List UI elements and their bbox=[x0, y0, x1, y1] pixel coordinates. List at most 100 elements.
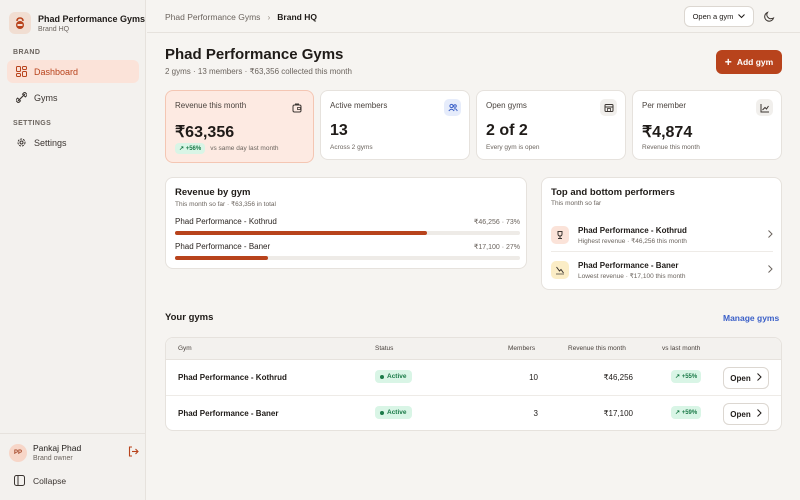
gym-name: Phad Performance - Baner bbox=[175, 242, 271, 251]
revenue-bar-row: Phad Performance - Kothrud ₹46,256 · 73% bbox=[175, 217, 520, 235]
breadcrumb-current: Brand HQ bbox=[277, 12, 317, 22]
column-header: Status bbox=[375, 345, 394, 352]
store-icon bbox=[600, 99, 617, 116]
users-icon bbox=[444, 99, 461, 116]
revenue-bar-row: Phad Performance - Baner ₹17,100 · 27% bbox=[175, 242, 520, 260]
add-gym-button[interactable]: + Add gym bbox=[716, 50, 782, 74]
stat-card-members: Active members 13 Across 2 gyms bbox=[320, 90, 470, 160]
collapse-label: Collapse bbox=[33, 475, 67, 486]
card-title: Top and bottom performers bbox=[551, 187, 675, 198]
sidebar-item-dashboard[interactable]: Dashboard bbox=[7, 60, 139, 83]
stat-card-revenue: Revenue this month ₹63,356 ↗ +56% vs sam… bbox=[165, 90, 314, 163]
sidebar-item-label: Dashboard bbox=[34, 66, 79, 77]
page-title: Phad Performance Gyms bbox=[165, 46, 344, 63]
gym-name: Phad Performance - Baner bbox=[178, 409, 279, 418]
sidebar-item-label: Settings bbox=[34, 137, 67, 148]
section-label-settings: SETTINGS bbox=[13, 120, 52, 127]
moon-icon[interactable] bbox=[762, 9, 776, 23]
members-count: 3 bbox=[533, 409, 538, 418]
stat-note: Every gym is open bbox=[486, 144, 540, 151]
status-label: Active bbox=[387, 373, 407, 380]
status-label: Active bbox=[387, 409, 407, 416]
chevron-right-icon bbox=[756, 409, 762, 419]
bar-track bbox=[175, 256, 520, 260]
stat-note: Across 2 gyms bbox=[330, 144, 373, 151]
breadcrumb-item[interactable]: Phad Performance Gyms bbox=[165, 12, 261, 22]
open-gym-button[interactable]: Open bbox=[723, 403, 769, 425]
performers-card: Top and bottom performers This month so … bbox=[541, 177, 782, 290]
open-gym-select[interactable]: Open a gym bbox=[684, 6, 754, 27]
section-title: Your gyms bbox=[165, 312, 214, 323]
chevron-down-icon bbox=[738, 12, 746, 21]
gear-icon bbox=[15, 137, 27, 149]
stat-note: vs same day last month bbox=[210, 145, 279, 152]
divider bbox=[551, 251, 773, 252]
stat-card-open-gyms: Open gyms 2 of 2 Every gym is open bbox=[476, 90, 626, 160]
performer-name: Phad Performance - Baner bbox=[578, 260, 679, 270]
card-title: Revenue by gym bbox=[175, 187, 251, 198]
stat-title: Active members bbox=[330, 101, 388, 110]
performer-name: Phad Performance - Kothrud bbox=[578, 225, 687, 235]
trend-badge: ↗ +56% bbox=[175, 143, 206, 154]
logout-icon[interactable] bbox=[128, 446, 139, 459]
chevron-right-icon: › bbox=[267, 12, 271, 22]
status-dot-icon bbox=[380, 410, 384, 415]
wallet-icon bbox=[288, 99, 305, 116]
section-label-brand: BRAND bbox=[13, 49, 41, 56]
stat-value: 13 bbox=[330, 122, 348, 139]
revenue-value: ₹17,100 · 27% bbox=[473, 244, 520, 251]
revenue-by-gym-card: Revenue by gym This month so far · ₹63,3… bbox=[165, 177, 527, 269]
chevron-right-icon bbox=[756, 373, 762, 383]
sidebar-divider bbox=[0, 433, 146, 434]
sidebar-item-label: Gyms bbox=[34, 92, 58, 103]
revenue-value: ₹17,100 bbox=[603, 409, 633, 418]
add-gym-label: Add gym bbox=[736, 57, 774, 67]
user-profile: PP Pankaj Phad Brand owner bbox=[9, 443, 139, 462]
sidebar-item-settings[interactable]: Settings bbox=[7, 131, 139, 154]
card-subtitle: This month so far bbox=[551, 200, 602, 207]
collapse-button[interactable]: Collapse bbox=[14, 475, 66, 486]
user-name: Pankaj Phad bbox=[33, 443, 82, 453]
page-subtitle: 2 gyms · 13 members · ₹63,356 collected … bbox=[165, 67, 352, 76]
bar-fill bbox=[175, 256, 269, 260]
bar-fill bbox=[175, 231, 427, 235]
plus-icon: + bbox=[724, 55, 732, 69]
revenue-value: ₹46,256 bbox=[603, 373, 633, 382]
performer-row-bottom[interactable]: Phad Performance - Baner Lowest revenue … bbox=[551, 254, 773, 286]
sidebar-toggle-icon bbox=[14, 475, 25, 486]
status-badge: Active bbox=[375, 370, 412, 383]
performer-row-top[interactable]: Phad Performance - Kothrud Highest reven… bbox=[551, 219, 773, 251]
table-row: Phad Performance - Kothrud Active 10 ₹46… bbox=[166, 360, 781, 396]
open-label: Open bbox=[730, 409, 751, 419]
table-row: Phad Performance - Baner Active 3 ₹17,10… bbox=[166, 396, 781, 430]
chevron-right-icon bbox=[768, 230, 773, 240]
gyms-table: Gym Status Members Revenue this month vs… bbox=[165, 337, 782, 431]
open-gym-button[interactable]: Open bbox=[723, 367, 769, 389]
change-badge: ↗ +59% bbox=[671, 406, 702, 419]
column-header: Members bbox=[508, 345, 536, 352]
gym-name: Phad Performance - Kothrud bbox=[175, 217, 277, 226]
stat-title: Revenue this month bbox=[175, 101, 247, 110]
sidebar-item-gyms[interactable]: Gyms bbox=[7, 86, 139, 109]
dashboard-icon bbox=[15, 66, 27, 78]
brand-header[interactable]: Phad Performance Gyms Brand HQ bbox=[9, 12, 145, 34]
column-header: vs last month bbox=[662, 345, 701, 352]
chart-icon bbox=[756, 99, 773, 116]
gym-name: Phad Performance - Kothrud bbox=[178, 373, 287, 382]
table-header: Gym Status Members Revenue this month vs… bbox=[166, 338, 781, 360]
kettlebell-logo-icon bbox=[9, 12, 31, 34]
sidebar: Phad Performance Gyms Brand HQ BRAND Das… bbox=[0, 0, 146, 500]
open-gym-select-label: Open a gym bbox=[692, 12, 734, 21]
trend-down-icon bbox=[551, 261, 569, 279]
performer-detail: Highest revenue · ₹46,256 this month bbox=[578, 237, 687, 245]
bar-track bbox=[175, 231, 520, 235]
stat-value: 2 of 2 bbox=[486, 122, 528, 139]
performer-detail: Lowest revenue · ₹17,100 this month bbox=[578, 272, 686, 280]
stat-title: Per member bbox=[642, 101, 687, 110]
manage-gyms-link[interactable]: Manage gyms bbox=[723, 313, 780, 323]
status-badge: Active bbox=[375, 406, 412, 419]
stat-value: ₹63,356 bbox=[175, 124, 235, 141]
topbar: Phad Performance Gyms › Brand HQ Open a … bbox=[147, 0, 800, 33]
chevron-right-icon bbox=[768, 265, 773, 275]
stat-title: Open gyms bbox=[486, 101, 527, 110]
